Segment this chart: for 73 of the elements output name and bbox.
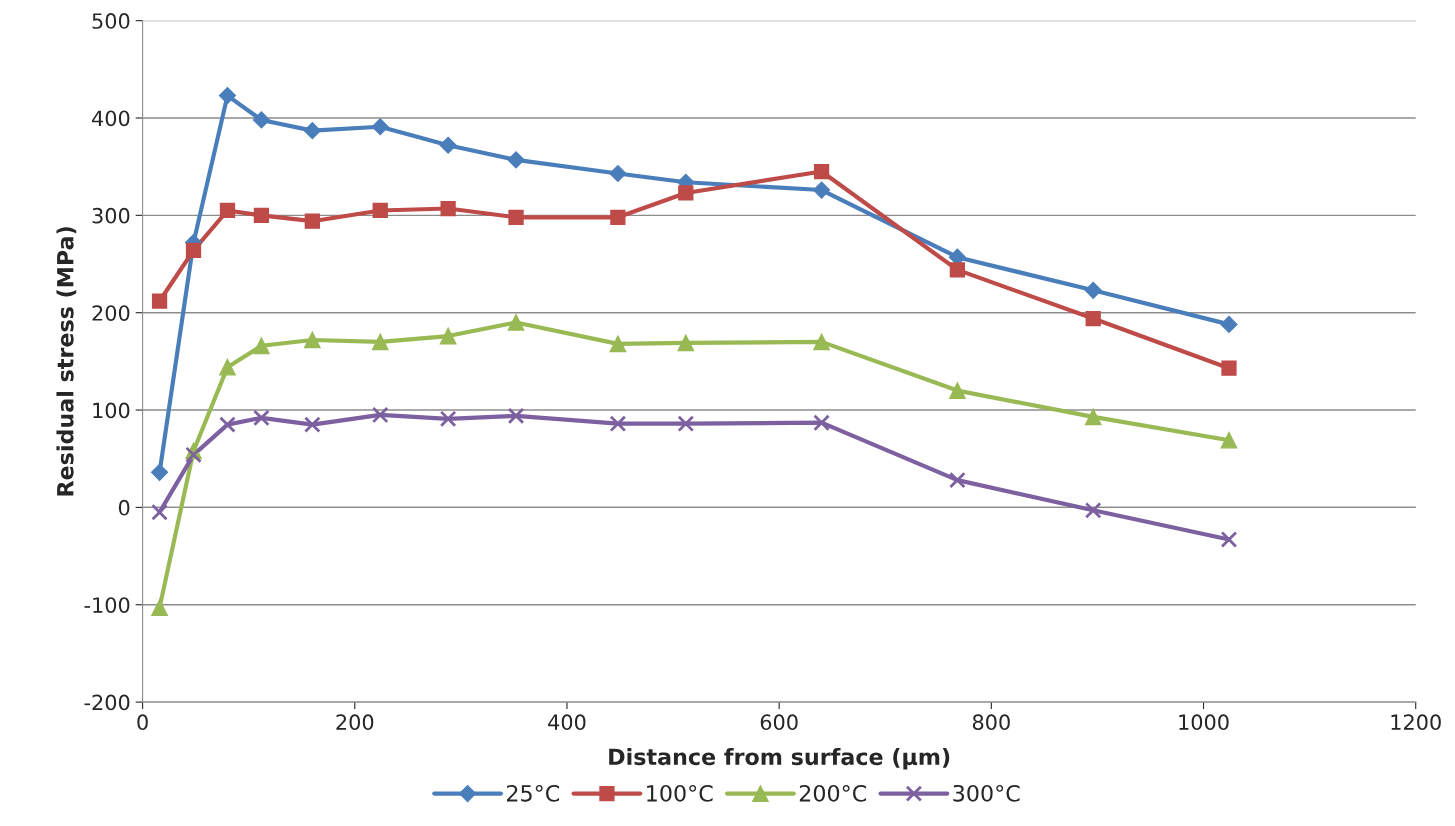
point	[610, 209, 626, 225]
y-tick-label: 100	[93, 402, 130, 419]
point	[303, 122, 321, 140]
point	[609, 164, 627, 183]
point	[1084, 501, 1102, 519]
point	[218, 87, 237, 105]
point	[609, 335, 627, 353]
point	[372, 202, 388, 219]
point	[219, 202, 236, 219]
point	[609, 415, 627, 433]
point	[949, 471, 966, 489]
point	[1220, 315, 1238, 333]
point	[440, 200, 456, 217]
point	[1221, 360, 1237, 376]
point	[371, 333, 389, 351]
y-tick-label: 0	[118, 499, 130, 516]
x-tick-label: 1000	[1179, 714, 1229, 731]
point	[439, 410, 457, 428]
point	[677, 334, 695, 352]
point	[1084, 408, 1102, 426]
point	[677, 415, 695, 433]
y-tick-label: 200	[92, 305, 130, 321]
legend-label: 300°C	[953, 784, 1020, 802]
point	[253, 409, 270, 427]
point	[439, 136, 457, 154]
point	[1084, 281, 1102, 299]
point	[813, 181, 831, 199]
x-tick-label: 800	[972, 714, 1010, 731]
point	[371, 118, 389, 136]
point	[949, 262, 966, 278]
point	[151, 503, 168, 521]
x-tick-label: 400	[548, 714, 586, 731]
point	[253, 337, 270, 355]
point	[813, 333, 830, 351]
point	[813, 414, 830, 432]
point	[1220, 531, 1238, 548]
point	[304, 416, 321, 433]
x-tick-label: 1200	[1391, 714, 1441, 731]
point	[185, 242, 202, 259]
x-tick-label: 200	[336, 714, 374, 731]
point	[304, 331, 321, 349]
legend-label: 25°C	[507, 784, 560, 802]
y-tick-label: -100	[84, 597, 130, 613]
point	[151, 463, 169, 481]
x-axis-title: Distance from surface (µm)	[609, 747, 950, 770]
point	[253, 207, 270, 223]
legend-label: 100°C	[647, 784, 713, 802]
point	[185, 446, 202, 464]
point	[507, 407, 525, 425]
point	[304, 213, 320, 229]
point	[151, 599, 168, 617]
point	[507, 151, 525, 169]
point	[219, 416, 236, 433]
point	[949, 382, 966, 399]
y-tick-label: -200	[84, 694, 130, 711]
point	[371, 406, 389, 424]
point	[508, 209, 524, 225]
point	[151, 293, 168, 309]
y-axis-title: Residual stress (MPa)	[56, 227, 77, 496]
x-tick-label: 600	[760, 714, 798, 731]
point	[1085, 310, 1101, 327]
y-tick-label: 500	[92, 13, 130, 29]
y-tick-label: 300	[92, 207, 130, 224]
x-tick-label: 0	[137, 714, 148, 731]
legend-label: 200°C	[799, 784, 867, 802]
point	[813, 163, 830, 180]
point	[678, 185, 694, 201]
y-tick-label: 400	[92, 110, 130, 127]
point	[252, 111, 270, 129]
point	[219, 358, 236, 376]
point	[1220, 431, 1238, 449]
point	[507, 314, 525, 331]
point	[439, 327, 457, 345]
